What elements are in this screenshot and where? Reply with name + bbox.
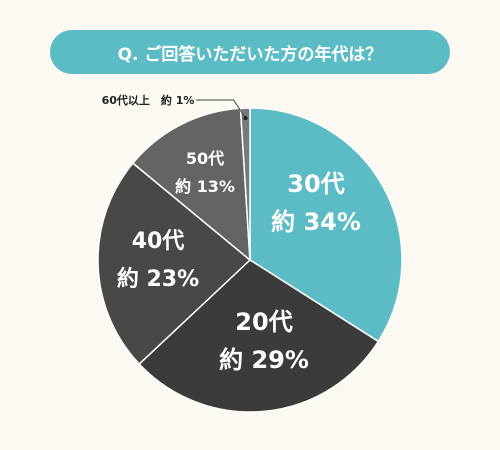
leader-line [196,99,246,119]
slice-label-5: 60代以上 約 1% [102,93,195,107]
slice-name-2: 20代 [235,308,292,336]
slice-percent-2: 約 29% [219,346,309,374]
slice-percent-1: 約 34% [271,208,361,236]
pie-slice-1 [249,107,403,343]
pie-slice-3 [97,162,252,366]
slice-name-1: 30代 [287,170,344,198]
pie-slice-2 [138,259,380,413]
slice-name-3: 40代 [132,229,185,254]
chart-title-banner: Q. ご回答いただいた方の年代は？ [50,30,450,74]
leader-dot [243,116,248,121]
slice-percent-4: 約 13% [175,177,235,196]
slice-percent-3: 約 23% [117,266,199,292]
pie-slice-5 [239,107,251,261]
slice-name-4: 50代 [186,149,224,168]
pie-slice-4 [131,107,251,262]
chart-title: Q. ご回答いただいた方の年代は？ [117,44,383,65]
